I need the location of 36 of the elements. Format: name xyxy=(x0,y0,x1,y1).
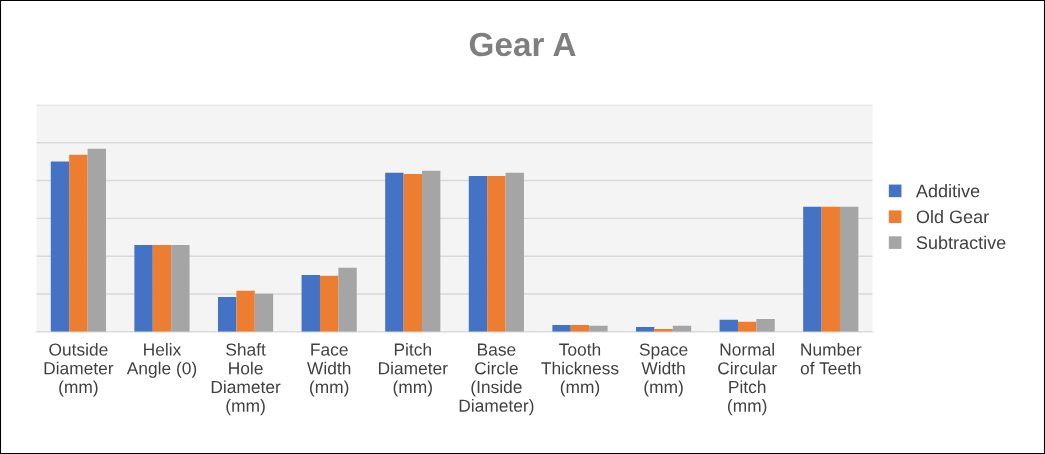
x-tick-label: Pitch Diameter (mm) xyxy=(378,342,448,397)
x-tick-label: Face Width (mm) xyxy=(307,343,351,397)
bar xyxy=(803,206,822,332)
x-tick-label: Tooth Thickness (mm) xyxy=(541,342,619,397)
bar xyxy=(236,290,255,332)
x-tick-label: Outside Diameter (mm) xyxy=(44,342,114,397)
x-tick-label: Base Circle (Inside Diameter) xyxy=(459,343,534,416)
legend-label: Subtractive xyxy=(916,235,1006,250)
x-tick-label: Shaft Hole Diameter (mm) xyxy=(211,342,281,416)
x-tick-label: Space Width (mm) xyxy=(639,343,688,397)
x-tick-label: Number of Teeth xyxy=(800,342,862,375)
legend-label: Old Gear xyxy=(916,209,989,224)
bar xyxy=(217,297,237,332)
chart-title: Gear A xyxy=(469,32,576,57)
legend-label: Additive xyxy=(915,184,980,198)
bar xyxy=(134,244,153,332)
bar xyxy=(338,267,357,332)
bar xyxy=(821,206,840,332)
bar xyxy=(385,172,404,332)
bar xyxy=(839,206,859,332)
x-tick-label: Normal Circular Pitch (mm) xyxy=(718,342,777,416)
bar xyxy=(50,161,70,332)
bar xyxy=(487,175,506,332)
bar xyxy=(319,275,339,332)
bar xyxy=(403,173,422,332)
bar xyxy=(505,172,524,332)
bar xyxy=(254,293,274,332)
x-tick-label: Helix Angle (0) xyxy=(126,342,197,378)
bar xyxy=(756,318,775,332)
bar xyxy=(69,154,88,332)
bar xyxy=(87,148,106,332)
bar xyxy=(152,244,172,332)
bar xyxy=(421,170,441,332)
bar xyxy=(468,175,488,332)
bar xyxy=(171,244,190,332)
bar xyxy=(301,274,320,332)
